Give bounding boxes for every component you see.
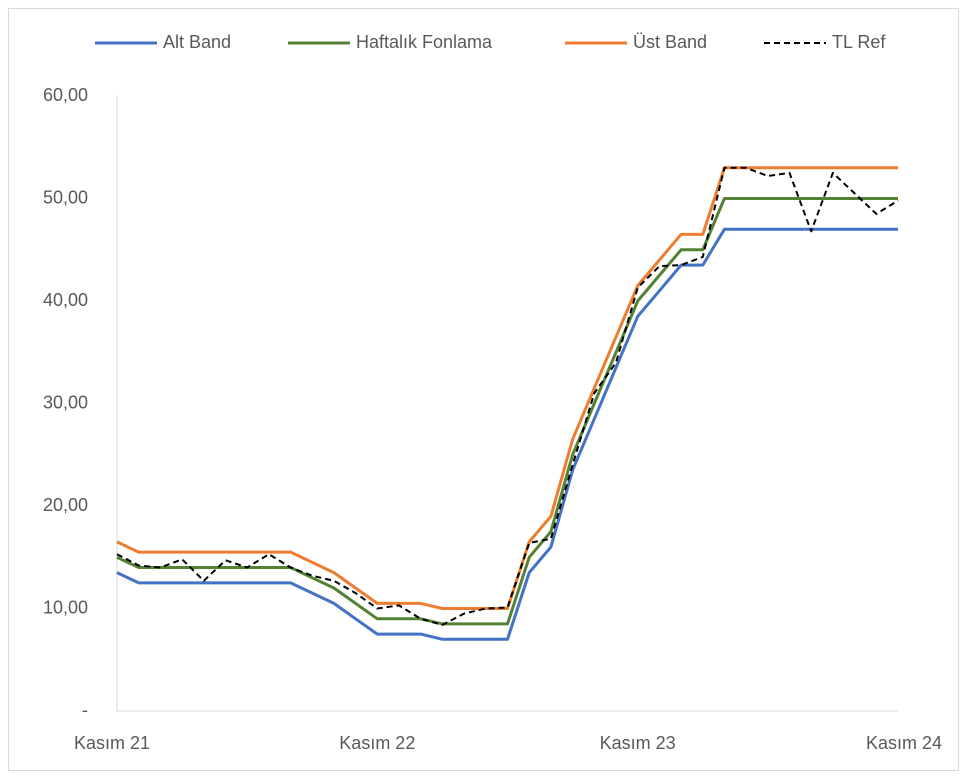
y-tick-label: - — [82, 700, 88, 720]
y-tick-label: 50,00 — [43, 187, 88, 207]
x-tick-label: Kasım 23 — [600, 733, 676, 753]
series-line — [116, 166, 898, 610]
series-line — [116, 227, 898, 641]
x-tick-label: Kasım 24 — [866, 733, 942, 753]
x-tick-label: Kasım 22 — [339, 733, 415, 753]
legend-label: Üst Band — [633, 32, 707, 52]
chart-border — [8, 8, 959, 771]
y-tick-label: 40,00 — [43, 290, 88, 310]
legend-label: TL Ref — [832, 32, 886, 52]
y-tick-label: 20,00 — [43, 495, 88, 515]
y-tick-label: 30,00 — [43, 392, 88, 412]
series-line — [116, 166, 899, 626]
y-tick-label: 10,00 — [43, 597, 88, 617]
y-tick-label: 60,00 — [43, 85, 88, 105]
x-tick-label: Kasım 21 — [74, 733, 150, 753]
legend-label: Alt Band — [163, 32, 231, 52]
legend-label: Haftalık Fonlama — [356, 32, 493, 52]
